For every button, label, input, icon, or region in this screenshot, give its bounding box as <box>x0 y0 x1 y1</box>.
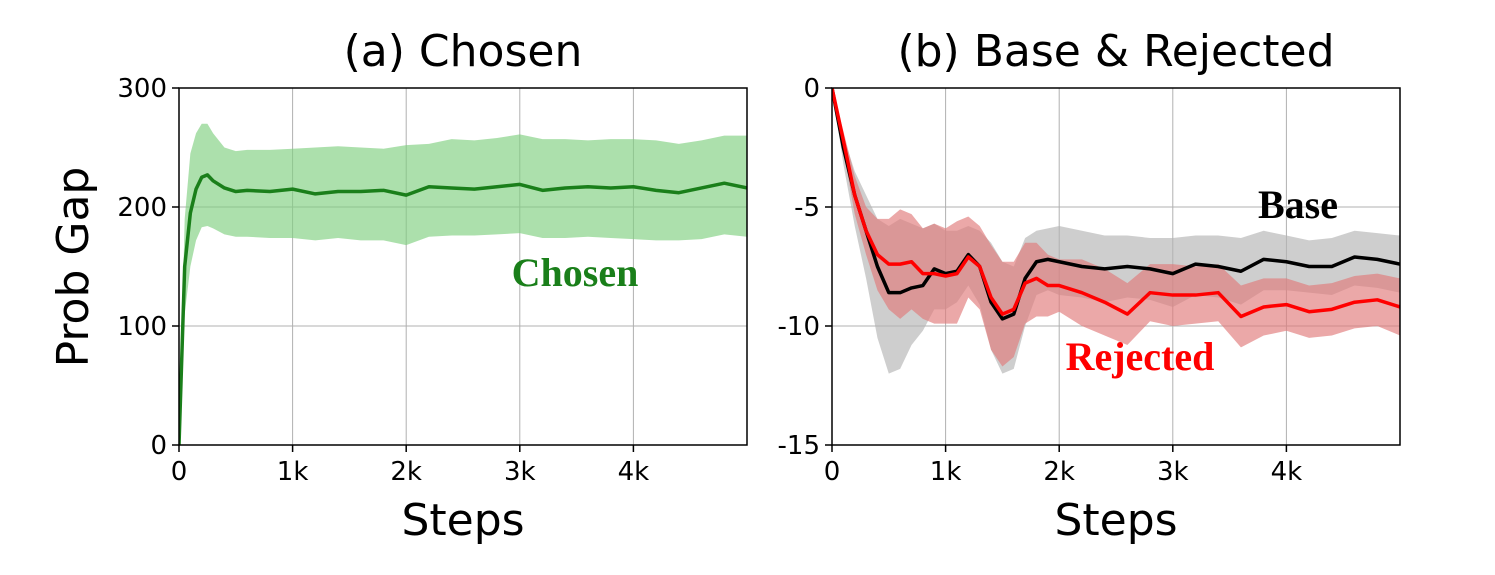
panel-a-ytick-label: 0 <box>150 431 167 461</box>
panel-b-series <box>832 88 1400 374</box>
panel-a-ylabel: Prob Gap <box>48 167 99 368</box>
panel-b-rejected-band <box>832 88 1400 367</box>
panel-a-yticks: 0 100 200 300 <box>117 74 179 461</box>
panel-b-ytick-label: 0 <box>803 74 820 104</box>
panel-b-ytick-label: -10 <box>778 312 820 342</box>
panel-a-chosen-line <box>179 173 747 445</box>
panel-b: (b) Base & Rejected 0 1k 2k 3k 4k 0-5-10-15 … <box>778 26 1401 546</box>
panel-b-ytick-label: -5 <box>794 193 820 223</box>
panel-b-xtick-label: 4k <box>1271 457 1303 487</box>
panel-a-xticks: 0 1k 2k 3k 4k <box>171 445 649 487</box>
panel-b-xlabel: Steps <box>1054 495 1177 546</box>
panel-a-ytick-label: 100 <box>117 312 167 342</box>
panel-a-xtick-label: 3k <box>504 457 536 487</box>
panel-b-xticks: 0 1k 2k 3k 4k <box>824 445 1302 487</box>
panel-b-yticks: 0 -5 -10 -15 <box>778 74 832 461</box>
panel-b-xtick-label: 3k <box>1157 457 1189 487</box>
panel-a: (a) Chosen 0 1k 2k 3k 4k 0 100 200 300 Steps Pr… <box>48 26 748 546</box>
panel-b-xtick-label: 0 <box>824 457 841 487</box>
panel-a-xtick-label: 0 <box>171 457 188 487</box>
panel-b-base-line <box>832 88 1400 321</box>
panel-a-xtick-label: 2k <box>390 457 422 487</box>
panel-b-frame <box>831 87 1401 446</box>
panel-a-ytick-label: 200 <box>117 193 167 223</box>
panel-a-xtick-label: 1k <box>277 457 309 487</box>
panel-a-xtick-label: 4k <box>618 457 650 487</box>
panel-a-title: (a) Chosen <box>344 26 583 77</box>
panel-a-xlabel: Steps <box>401 495 524 546</box>
rejected-annotation: Rejected <box>1066 334 1215 379</box>
chosen-annotation: Chosen <box>512 250 639 295</box>
panel-a-chosen-band <box>179 123 747 445</box>
panel-a-frame <box>178 87 748 446</box>
base-annotation: Base <box>1258 182 1338 227</box>
panel-b-title: (b) Base & Rejected <box>897 26 1334 77</box>
panel-b-xtick-label: 2k <box>1043 457 1075 487</box>
panel-b-rejected-line <box>832 88 1400 319</box>
panel-b-ytick-label: -15 <box>778 431 820 461</box>
panel-a-ytick-label: 300 <box>117 74 167 104</box>
panel-a-series <box>179 123 747 445</box>
panel-b-xtick-label: 1k <box>930 457 962 487</box>
